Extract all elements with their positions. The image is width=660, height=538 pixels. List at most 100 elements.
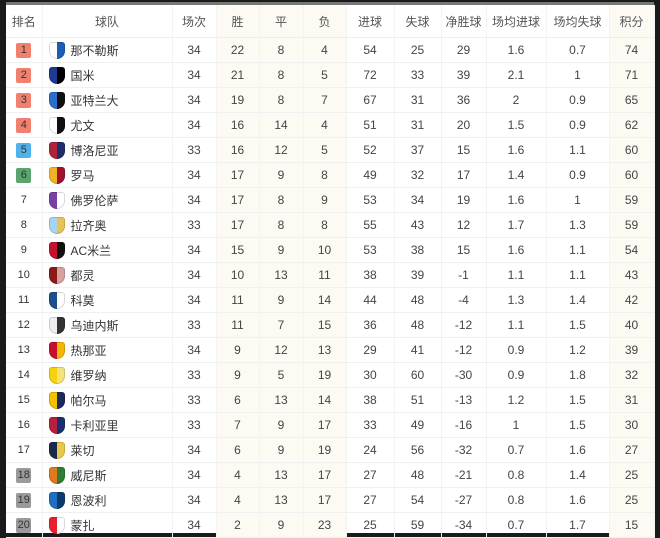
header-avg-goals-against[interactable]: 场均失球	[546, 5, 610, 38]
team-name[interactable]: 尤文	[70, 118, 95, 133]
wins-cell: 11	[216, 287, 260, 313]
team-name[interactable]: 科莫	[70, 293, 95, 308]
losses-cell: 4	[303, 37, 347, 63]
team-cell[interactable]: 都灵	[42, 262, 173, 288]
table-row[interactable]: 16 卡利亚里 33 7 9 17 33 49 -16 1 1.5 30	[6, 412, 655, 438]
table-row[interactable]: 3 亚特兰大 34 19 8 7 67 31 36 2 0.9 65	[6, 87, 655, 113]
goal-diff-cell: 29	[441, 37, 487, 63]
team-crest-icon	[48, 141, 65, 159]
team-name[interactable]: 乌迪内斯	[70, 318, 119, 333]
wins-cell: 17	[216, 162, 260, 188]
table-row[interactable]: 6 罗马 34 17 9 8 49 32 17 1.4 0.9 60	[6, 162, 655, 188]
table-row[interactable]: 2 国米 34 21 8 5 72 33 39 2.1 1 71	[6, 62, 655, 88]
header-rank[interactable]: 排名	[6, 5, 43, 38]
team-name[interactable]: 国米	[70, 68, 95, 83]
draws-cell: 5	[259, 362, 304, 388]
team-name[interactable]: 亚特兰大	[70, 93, 119, 108]
header-team[interactable]: 球队	[42, 5, 173, 38]
team-cell[interactable]: 拉齐奥	[42, 212, 173, 238]
team-cell[interactable]: 尤文	[42, 112, 173, 138]
rank-cell: 11	[6, 287, 43, 313]
table-row[interactable]: 8 拉齐奥 33 17 8 8 55 43 12 1.7 1.3 59	[6, 212, 655, 238]
team-crest-icon	[48, 316, 65, 334]
table-row[interactable]: 5 博洛尼亚 33 16 12 5 52 37 15 1.6 1.1 60	[6, 137, 655, 163]
team-name[interactable]: 佛罗伦萨	[70, 193, 119, 208]
header-avg-goals-for[interactable]: 场均进球	[486, 5, 547, 38]
team-cell[interactable]: 博洛尼亚	[42, 137, 173, 163]
team-cell[interactable]: 蒙扎	[42, 512, 173, 538]
table-row[interactable]: 10 都灵 34 10 13 11 38 39 -1 1.1 1.1 43	[6, 262, 655, 288]
team-crest-icon	[48, 516, 65, 534]
table-row[interactable]: 1 那不勒斯 34 22 8 4 54 25 29 1.6 0.7 74	[6, 37, 655, 63]
team-cell[interactable]: 维罗纳	[42, 362, 173, 388]
team-name[interactable]: 卡利亚里	[70, 418, 119, 433]
losses-cell: 23	[303, 512, 347, 538]
header-goals-against[interactable]: 失球	[394, 5, 442, 38]
avg-goals-for-cell: 1.6	[486, 37, 547, 63]
points-cell: 15	[609, 512, 655, 538]
team-cell[interactable]: 莱切	[42, 437, 173, 463]
goals-against-cell: 32	[394, 162, 442, 188]
team-crest-icon	[48, 216, 65, 234]
header-wins[interactable]: 胜	[216, 5, 260, 38]
team-cell[interactable]: 恩波利	[42, 487, 173, 513]
team-cell[interactable]: 乌迪内斯	[42, 312, 173, 338]
team-cell[interactable]: 热那亚	[42, 337, 173, 363]
table-row[interactable]: 19 恩波利 34 4 13 17 27 54 -27 0.8 1.6 25	[6, 487, 655, 513]
table-row[interactable]: 18 威尼斯 34 4 13 17 27 48 -21 0.8 1.4 25	[6, 462, 655, 488]
team-name[interactable]: 帕尔马	[70, 393, 107, 408]
points-cell: 40	[609, 312, 655, 338]
team-name[interactable]: 威尼斯	[70, 468, 107, 483]
team-name[interactable]: 都灵	[70, 268, 95, 283]
points-cell: 62	[609, 112, 655, 138]
table-row[interactable]: 9 AC米兰 34 15 9 10 53 38 15 1.6 1.1 54	[6, 237, 655, 263]
table-row[interactable]: 15 帕尔马 33 6 13 14 38 51 -13 1.2 1.5 31	[6, 387, 655, 413]
team-cell[interactable]: 亚特兰大	[42, 87, 173, 113]
team-name[interactable]: 蒙扎	[70, 518, 95, 533]
header-goal-diff[interactable]: 净胜球	[441, 5, 487, 38]
team-cell[interactable]: 科莫	[42, 287, 173, 313]
team-cell[interactable]: 罗马	[42, 162, 173, 188]
team-cell[interactable]: 帕尔马	[42, 387, 173, 413]
wins-cell: 17	[216, 212, 260, 238]
played-cell: 34	[172, 462, 217, 488]
table-row[interactable]: 17 莱切 34 6 9 19 24 56 -32 0.7 1.6 27	[6, 437, 655, 463]
header-played[interactable]: 场次	[172, 5, 217, 38]
goals-for-cell: 53	[346, 187, 395, 213]
losses-cell: 5	[303, 137, 347, 163]
team-name[interactable]: AC米兰	[70, 243, 112, 258]
table-row[interactable]: 11 科莫 34 11 9 14 44 48 -4 1.3 1.4 42	[6, 287, 655, 313]
losses-cell: 19	[303, 437, 347, 463]
rank-badge: 19	[16, 493, 32, 508]
team-name[interactable]: 热那亚	[70, 343, 107, 358]
team-cell[interactable]: 佛罗伦萨	[42, 187, 173, 213]
team-name[interactable]: 拉齐奥	[70, 218, 107, 233]
table-row[interactable]: 12 乌迪内斯 33 11 7 15 36 48 -12 1.1 1.5 40	[6, 312, 655, 338]
header-draws[interactable]: 平	[259, 5, 304, 38]
team-crest-icon	[48, 366, 65, 384]
table-row[interactable]: 4 尤文 34 16 14 4 51 31 20 1.5 0.9 62	[6, 112, 655, 138]
header-losses[interactable]: 负	[303, 5, 347, 38]
team-name[interactable]: 罗马	[70, 168, 95, 183]
table-row[interactable]: 20 蒙扎 34 2 9 23 25 59 -34 0.7 1.7 15	[6, 512, 655, 538]
team-cell[interactable]: 国米	[42, 62, 173, 88]
team-cell[interactable]: 那不勒斯	[42, 37, 173, 63]
header-goals-for[interactable]: 进球	[346, 5, 395, 38]
table-row[interactable]: 13 热那亚 34 9 12 13 29 41 -12 0.9 1.2 39	[6, 337, 655, 363]
goal-diff-cell: 15	[441, 137, 487, 163]
team-name[interactable]: 维罗纳	[70, 368, 107, 383]
team-cell[interactable]: 威尼斯	[42, 462, 173, 488]
goal-diff-cell: -12	[441, 312, 487, 338]
team-cell[interactable]: 卡利亚里	[42, 412, 173, 438]
goals-against-cell: 49	[394, 412, 442, 438]
team-name[interactable]: 恩波利	[70, 493, 107, 508]
team-name[interactable]: 博洛尼亚	[70, 143, 119, 158]
team-name[interactable]: 那不勒斯	[70, 43, 119, 58]
table-row[interactable]: 14 维罗纳 33 9 5 19 30 60 -30 0.9 1.8 32	[6, 362, 655, 388]
team-name[interactable]: 莱切	[70, 443, 95, 458]
team-cell[interactable]: AC米兰	[42, 237, 173, 263]
rank-badge: 17	[17, 444, 30, 456]
header-points[interactable]: 积分	[609, 5, 655, 38]
table-row[interactable]: 7 佛罗伦萨 34 17 8 9 53 34 19 1.6 1 59	[6, 187, 655, 213]
draws-cell: 13	[259, 262, 304, 288]
